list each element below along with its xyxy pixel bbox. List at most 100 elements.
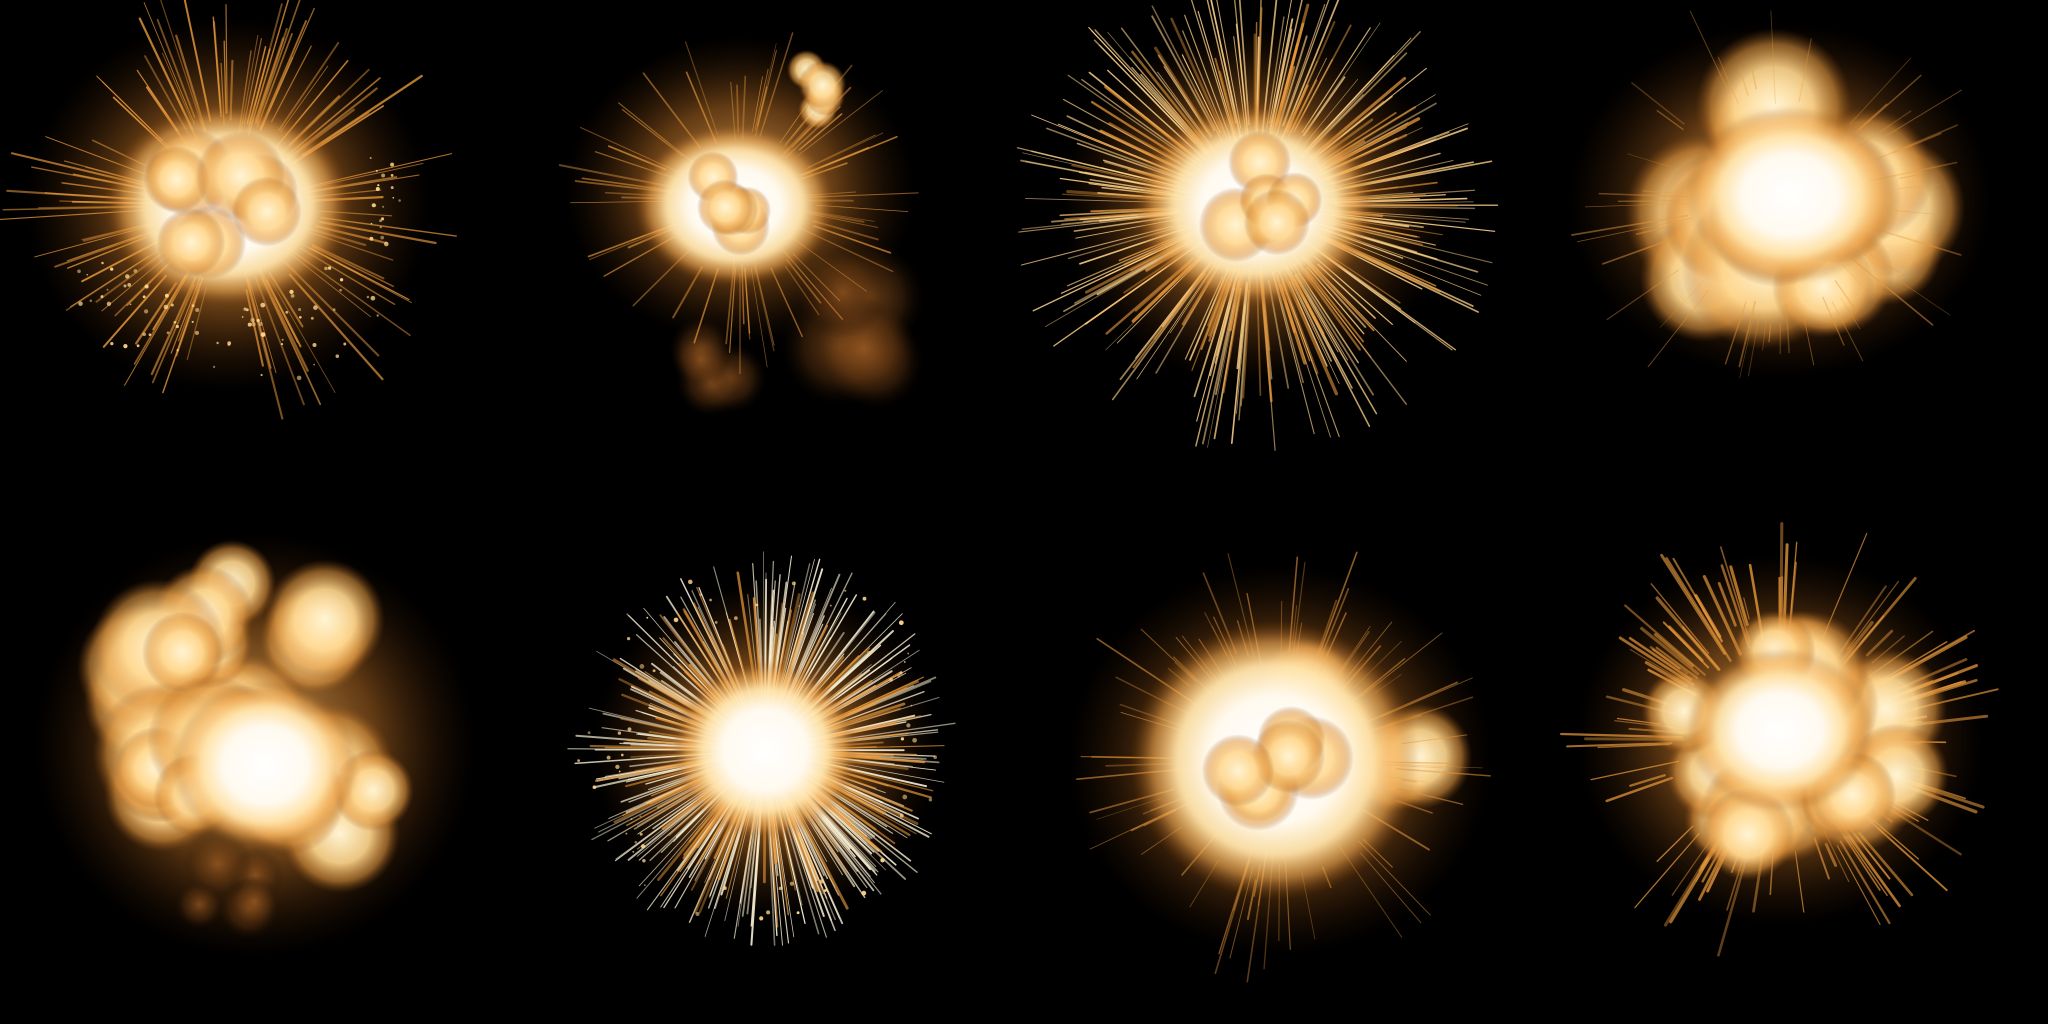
spark-ray xyxy=(212,21,223,118)
spark-ray xyxy=(1822,296,1845,346)
ember-spark xyxy=(380,217,385,221)
spark-ray xyxy=(1694,594,1722,639)
spark-ray xyxy=(797,90,883,156)
fire-puff xyxy=(264,559,386,681)
ember-spark xyxy=(335,354,340,358)
spark-ray xyxy=(1216,0,1242,129)
spark-ray xyxy=(1770,10,1776,105)
ember-spark xyxy=(166,331,170,335)
ember-spark xyxy=(381,173,386,178)
spark-ray xyxy=(1629,774,1666,787)
ember-spark xyxy=(260,302,266,308)
ember-spark xyxy=(170,303,174,307)
spark-ray xyxy=(1743,597,1750,620)
explosion-sprite-6 xyxy=(567,551,956,946)
ember-spark xyxy=(298,307,302,312)
spark-ray xyxy=(255,0,301,124)
spark-ray xyxy=(278,41,340,131)
ember-spark xyxy=(106,301,112,306)
spark-ray xyxy=(685,41,718,135)
ember-spark xyxy=(902,794,908,800)
spark-ray xyxy=(1868,253,1905,276)
fire-core xyxy=(1686,648,1874,812)
ember-spark xyxy=(106,288,109,291)
spark-ray xyxy=(798,113,843,151)
spark-ray xyxy=(1656,110,1684,130)
ember-spark xyxy=(630,818,633,821)
spark-ray xyxy=(1238,290,1250,421)
ember-spark xyxy=(642,859,646,863)
spark-ray xyxy=(1854,103,1888,134)
ember-spark xyxy=(798,605,800,607)
ember-spark xyxy=(625,832,628,835)
ember-spark xyxy=(312,343,317,347)
ember-spark xyxy=(796,911,800,915)
spark-ray xyxy=(752,76,763,132)
spark-ray xyxy=(102,274,167,348)
ember-spark xyxy=(245,308,249,312)
ember-spark xyxy=(123,284,127,288)
spark-ray xyxy=(1651,648,1681,670)
explosion-sprite-7 xyxy=(1067,551,1493,983)
ember-spark xyxy=(370,222,373,225)
ember-spark xyxy=(260,373,263,377)
ember-spark xyxy=(829,604,832,607)
ember-spark xyxy=(377,184,380,187)
spark-ray xyxy=(1269,0,1292,124)
ember-spark xyxy=(673,617,679,623)
spark-ray xyxy=(1151,15,1216,132)
ember-spark xyxy=(861,890,867,896)
ember-spark xyxy=(194,330,200,335)
fire-puff xyxy=(798,60,847,109)
ember-spark xyxy=(296,375,302,381)
ember-spark xyxy=(714,620,718,624)
spark-ray xyxy=(759,32,794,138)
spark-ray xyxy=(1853,259,1934,326)
spark-ray xyxy=(784,265,820,316)
spark-ray xyxy=(1642,190,1673,194)
ember-spark xyxy=(339,288,342,292)
ember-spark xyxy=(646,616,649,619)
ember-spark xyxy=(313,305,318,310)
ember-spark xyxy=(375,186,380,192)
spark-ray xyxy=(1779,522,1784,628)
spark-ray xyxy=(1724,301,1747,365)
spark-ray xyxy=(1899,174,1921,179)
explosion-sprite-4 xyxy=(1567,10,1993,379)
ember-spark xyxy=(369,157,372,159)
ember-spark xyxy=(912,737,917,743)
spark-ray xyxy=(271,45,312,123)
spark-ray xyxy=(1281,4,1326,127)
ember-spark xyxy=(380,235,385,240)
ember-spark xyxy=(212,365,216,369)
ember-spark xyxy=(136,344,140,348)
ember-spark xyxy=(722,886,727,891)
spark-ray xyxy=(750,268,768,368)
ember-spark xyxy=(123,343,128,349)
ember-spark xyxy=(148,333,152,336)
ember-spark xyxy=(89,299,93,303)
ember-spark xyxy=(639,832,643,836)
spark-ray xyxy=(1839,840,1891,925)
spark-ray xyxy=(1605,776,1674,803)
spark-ray xyxy=(1602,238,1674,265)
spark-ray xyxy=(1640,626,1700,676)
spark-ray xyxy=(1634,832,1700,909)
ember-spark xyxy=(639,664,645,669)
ember-spark xyxy=(129,303,132,306)
spark-ray xyxy=(1876,124,1958,160)
ember-spark xyxy=(258,321,263,327)
ember-spark xyxy=(110,267,114,271)
ember-spark xyxy=(313,363,315,366)
spark-ray xyxy=(1831,301,1864,362)
ember-spark xyxy=(370,295,376,301)
ember-spark xyxy=(592,785,597,790)
spark-ray xyxy=(1571,214,1689,236)
ember-spark xyxy=(100,295,104,299)
explosion-sprite-2 xyxy=(558,32,925,417)
ember-spark xyxy=(373,203,377,207)
spark-ray xyxy=(1729,565,1749,627)
spark-ray xyxy=(1659,277,1707,328)
ember-spark xyxy=(227,343,231,347)
ember-spark xyxy=(789,881,794,886)
